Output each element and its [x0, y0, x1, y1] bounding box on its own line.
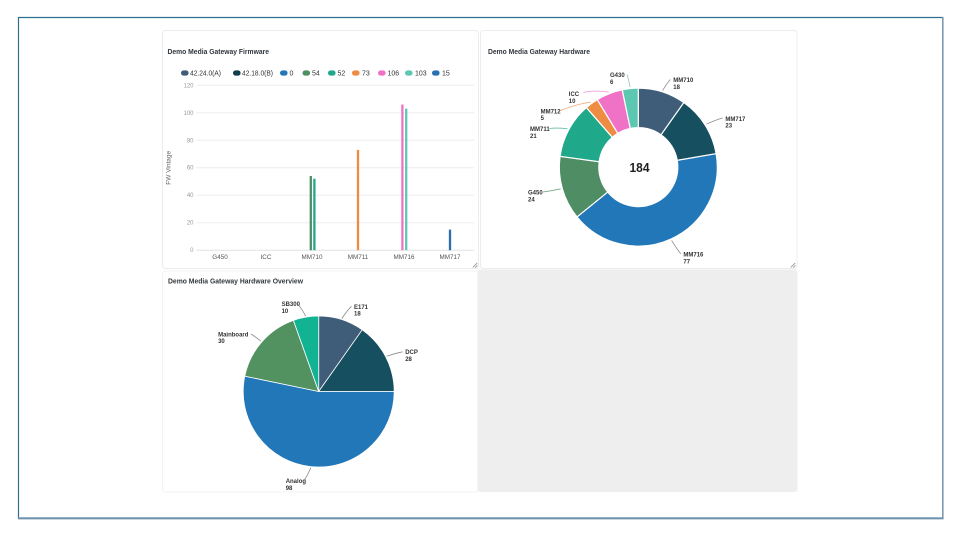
svg-text:23: 23 — [725, 124, 732, 130]
svg-text:184: 184 — [630, 161, 650, 175]
svg-text:52: 52 — [338, 71, 346, 78]
svg-text:21: 21 — [530, 134, 537, 140]
svg-text:MM711: MM711 — [348, 254, 369, 261]
svg-text:120: 120 — [183, 83, 194, 89]
svg-text:103: 103 — [415, 71, 427, 78]
svg-text:ICC: ICC — [261, 254, 272, 261]
svg-text:40: 40 — [187, 193, 194, 199]
svg-text:20: 20 — [187, 221, 194, 227]
svg-text:24: 24 — [528, 197, 535, 203]
svg-text:FW Vintage: FW Vintage — [166, 150, 173, 184]
svg-text:54: 54 — [312, 71, 320, 78]
svg-text:0: 0 — [290, 71, 294, 78]
svg-text:100: 100 — [183, 111, 194, 117]
svg-text:18: 18 — [354, 312, 361, 318]
svg-text:MM717: MM717 — [725, 117, 746, 123]
svg-text:18: 18 — [673, 85, 680, 91]
svg-text:Demo Media Gateway Firmware: Demo Media Gateway Firmware — [168, 47, 270, 56]
svg-text:MM716: MM716 — [394, 254, 415, 261]
svg-text:98: 98 — [286, 486, 293, 492]
svg-text:42.18.0(B): 42.18.0(B) — [242, 71, 273, 78]
svg-text:G450: G450 — [212, 254, 228, 261]
svg-text:28: 28 — [405, 357, 412, 363]
svg-text:10: 10 — [282, 309, 289, 315]
svg-text:MM710: MM710 — [673, 78, 694, 84]
svg-text:Mainboard: Mainboard — [218, 332, 249, 338]
svg-text:Demo Media Gateway Hardware: Demo Media Gateway Hardware — [488, 47, 590, 56]
svg-text:E171: E171 — [354, 305, 369, 311]
svg-text:MM716: MM716 — [683, 253, 704, 259]
svg-text:15: 15 — [442, 71, 450, 78]
svg-text:Analog: Analog — [286, 479, 307, 485]
svg-text:SB300: SB300 — [282, 302, 301, 308]
svg-text:80: 80 — [187, 138, 194, 144]
svg-text:77: 77 — [683, 259, 690, 265]
svg-text:60: 60 — [187, 166, 194, 172]
svg-text:MM717: MM717 — [440, 254, 461, 261]
svg-text:106: 106 — [388, 71, 400, 78]
svg-text:Demo Media Gateway Hardware Ov: Demo Media Gateway Hardware Overview — [168, 277, 303, 286]
svg-text:MM711: MM711 — [530, 127, 550, 133]
svg-text:0: 0 — [190, 248, 194, 254]
svg-text:30: 30 — [218, 339, 225, 345]
svg-text:ICC: ICC — [569, 92, 580, 98]
svg-text:42.24.0(A): 42.24.0(A) — [190, 71, 221, 78]
svg-text:DCP: DCP — [405, 350, 418, 356]
svg-text:G430: G430 — [610, 73, 625, 79]
svg-text:MM712: MM712 — [541, 109, 562, 115]
svg-text:73: 73 — [362, 71, 370, 78]
svg-text:5: 5 — [541, 116, 545, 122]
svg-text:MM710: MM710 — [302, 254, 323, 261]
svg-text:6: 6 — [610, 80, 614, 86]
svg-text:G450: G450 — [528, 191, 543, 197]
svg-text:10: 10 — [569, 99, 576, 105]
